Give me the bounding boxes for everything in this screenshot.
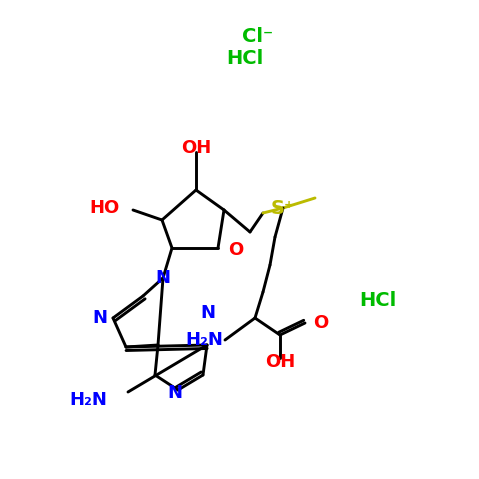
Text: Cl⁻: Cl⁻ [242,26,274,46]
Text: O: O [228,241,243,259]
Text: OH: OH [181,139,211,157]
Text: O: O [313,314,328,332]
Text: HCl: HCl [359,290,397,309]
Text: N: N [168,384,182,402]
Text: HO: HO [90,199,120,217]
Text: S⁺: S⁺ [271,198,295,217]
Text: HCl: HCl [227,48,263,68]
Text: N: N [92,309,107,327]
Text: N: N [200,304,215,322]
Text: H₂N: H₂N [185,331,223,349]
Text: OH: OH [265,353,295,371]
Text: H₂N: H₂N [69,391,107,409]
Text: N: N [156,269,171,287]
